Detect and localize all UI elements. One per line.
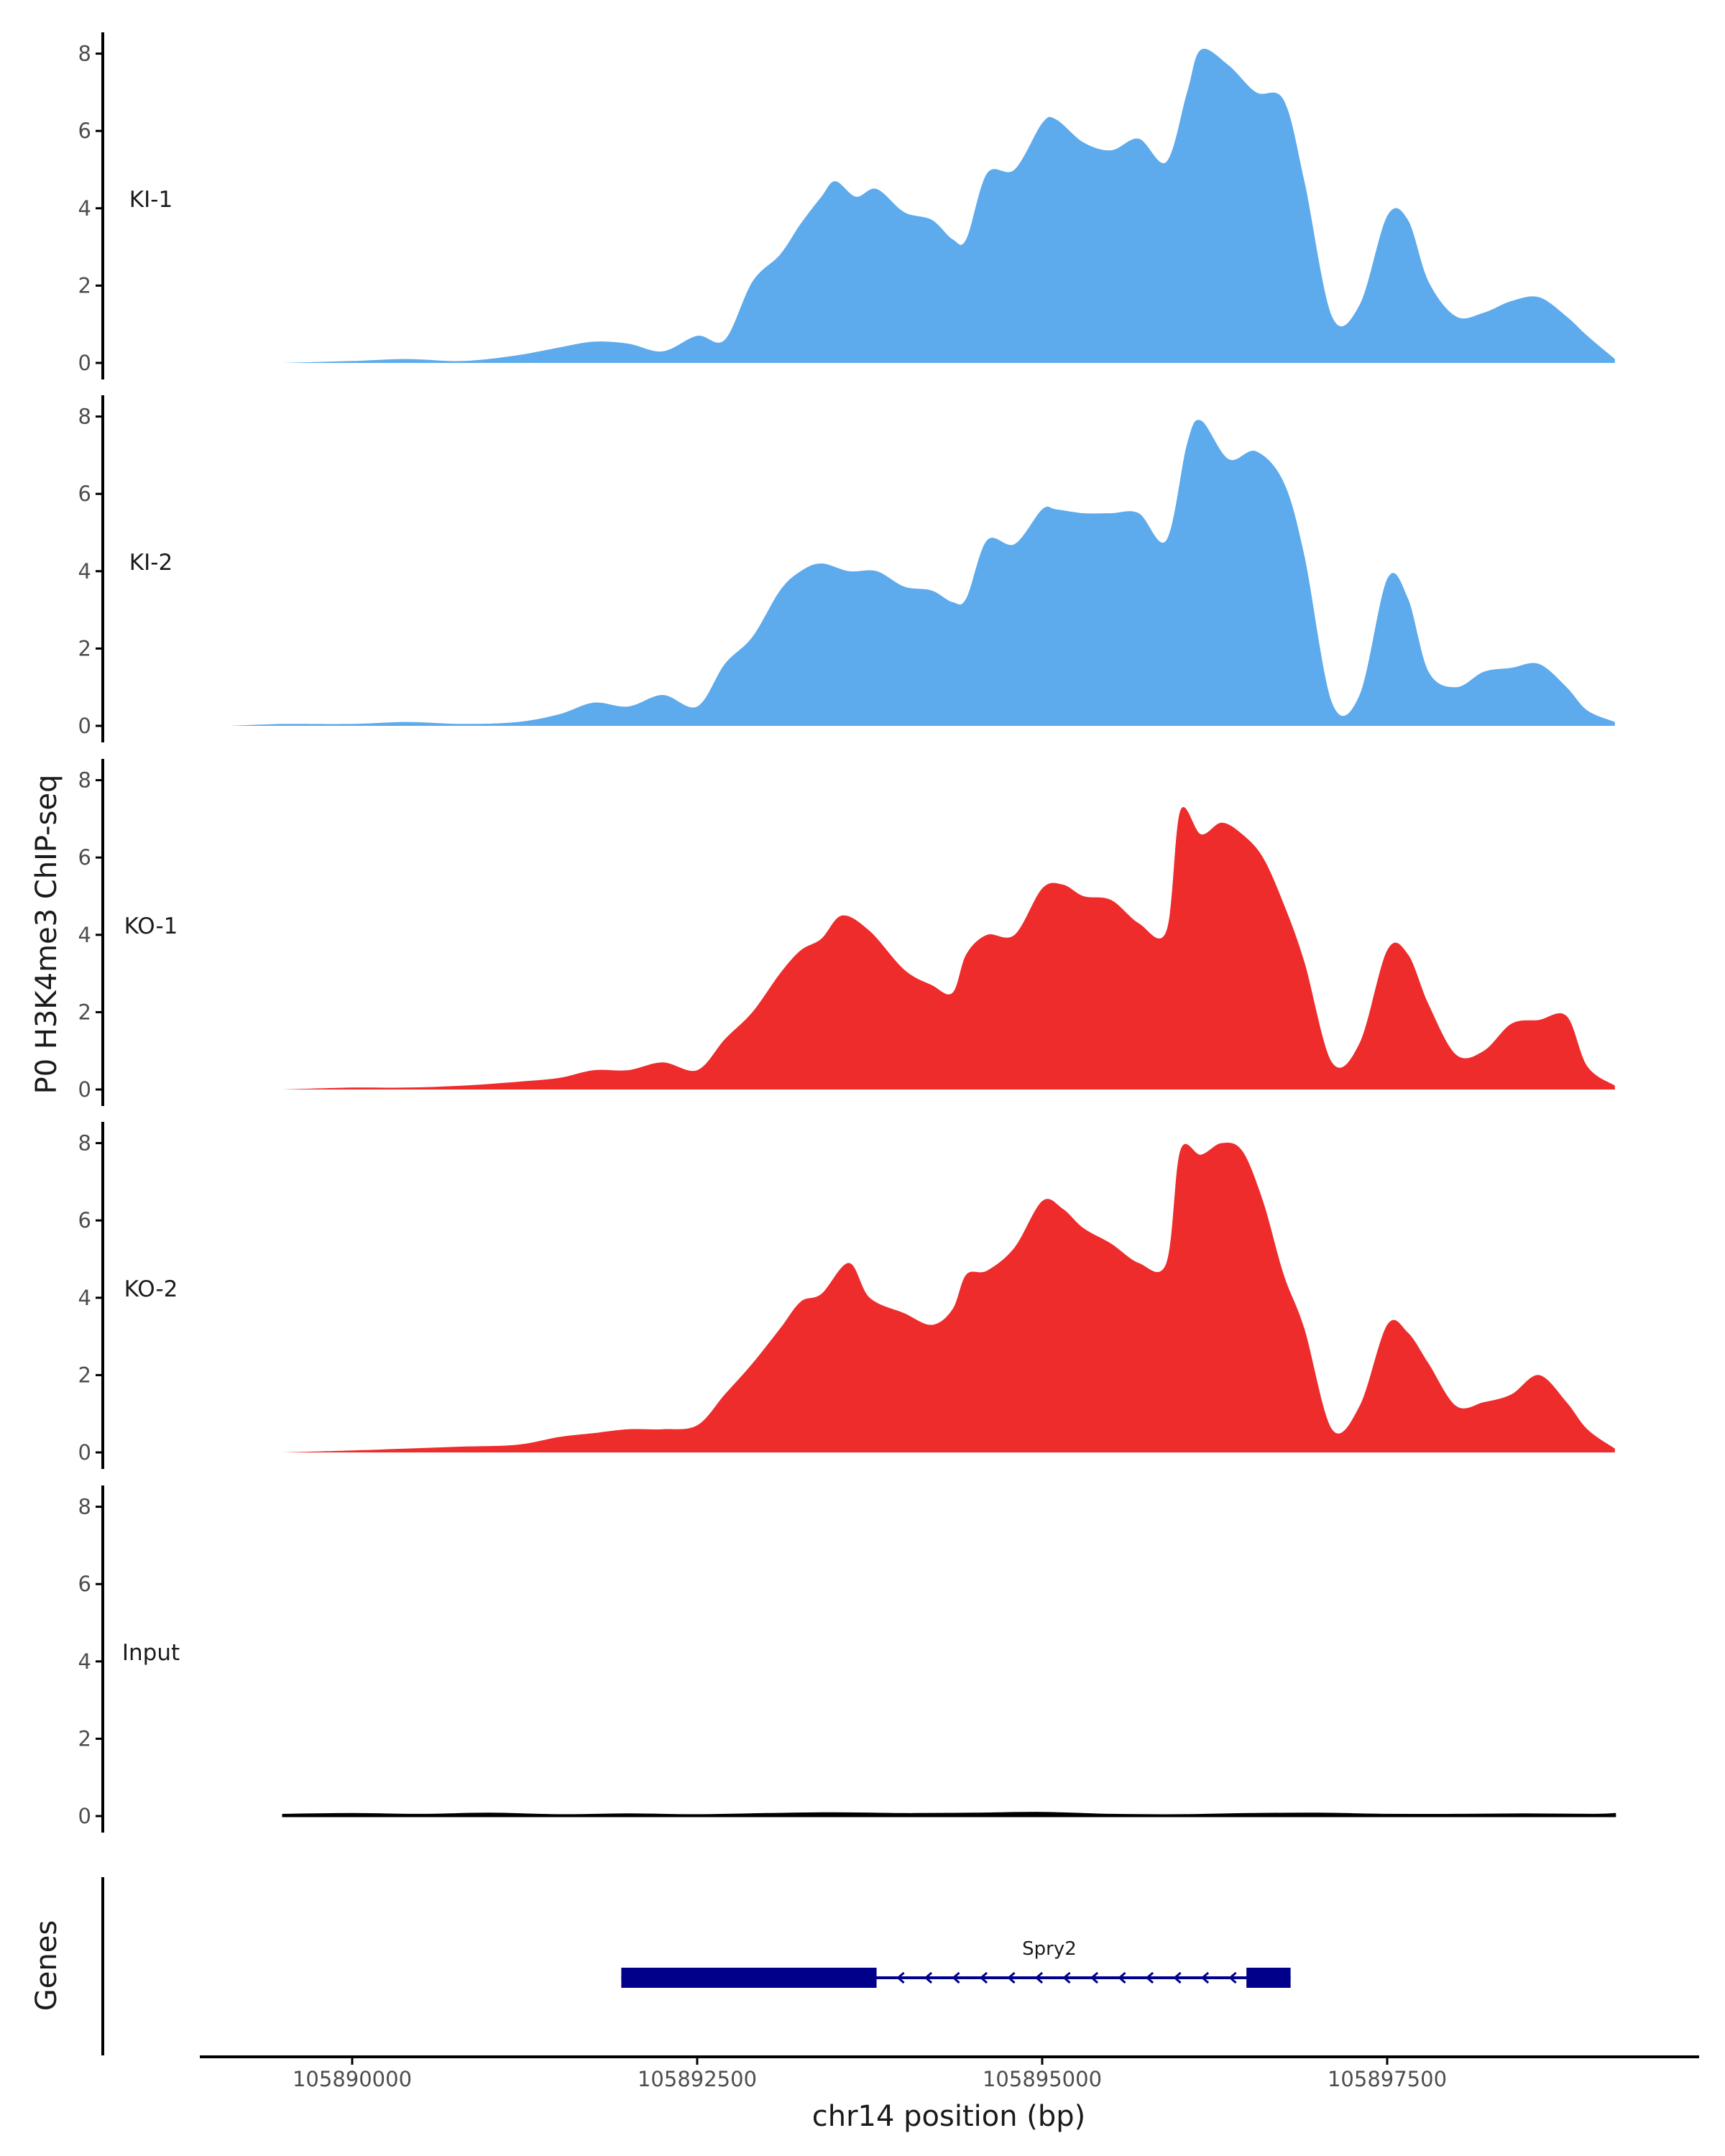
y-tick-label: 0 <box>78 1077 91 1102</box>
y-tick-label: 4 <box>78 1649 91 1674</box>
strand-arrow-icon <box>1200 1971 1210 1984</box>
strand-arrow-icon <box>1062 1971 1071 1984</box>
y-tick-label: 2 <box>78 273 91 298</box>
y-tick-label: 8 <box>78 42 91 66</box>
y-tick-label: 8 <box>78 405 91 429</box>
gene-spry2: Spry2 <box>621 1938 1291 1988</box>
strand-arrow-icon <box>1118 1971 1126 1984</box>
track-ki-2: 0 2 4 6 8 KI-2 <box>78 395 1615 742</box>
y-tick-label: 6 <box>78 1208 91 1233</box>
signal-area-input <box>282 1812 1616 1818</box>
y-tick-label: 6 <box>78 1572 91 1596</box>
x-axis-title: chr14 position (bp) <box>812 2100 1086 2133</box>
y-tick-label: 4 <box>78 1286 91 1310</box>
track-ko-2: 0 2 4 6 8 KO-2 <box>78 1122 1615 1469</box>
track-input: 0 2 4 6 8 Input <box>78 1485 1616 1833</box>
y-tick-label: 2 <box>78 1363 91 1387</box>
y-tick-label: 6 <box>78 845 91 870</box>
genes-axis-title: Genes <box>30 1920 63 2011</box>
y-tick-label: 6 <box>78 119 91 143</box>
strand-arrow-icon <box>924 1971 933 1984</box>
gene-name-label: Spry2 <box>1022 1938 1077 1960</box>
y-tick-label: 4 <box>78 559 91 584</box>
gene-exon-block <box>621 1968 877 1988</box>
signal-area-ki-1 <box>283 48 1615 364</box>
track-label: KI-2 <box>129 550 172 576</box>
y-tick-label: 8 <box>78 768 91 793</box>
signal-area-ko-2 <box>283 1142 1615 1452</box>
y-tick-label: 0 <box>78 1804 91 1828</box>
strand-arrow-icon <box>1173 1971 1182 1984</box>
y-tick-label: 0 <box>78 1440 91 1465</box>
strand-arrow-icon <box>979 1971 988 1984</box>
gene-exon-block <box>1246 1968 1291 1988</box>
x-tick-label: 105890000 <box>293 2067 412 2091</box>
x-tick-label: 105895000 <box>983 2067 1102 2091</box>
y-tick-label: 4 <box>78 923 91 947</box>
tracks-layer: 0 2 4 6 8 KI-1 0 2 4 6 8 KI-2 0 2 4 6 8 KO-1 0 2 4 6 8 KO-2 0 2 4 6… <box>78 32 1616 1833</box>
track-ko-1: 0 2 4 6 8 KO-1 <box>78 759 1615 1106</box>
strand-arrow-icon <box>1034 1971 1044 1984</box>
x-axis: 105890000 105892500 105895000 105897500 <box>200 2055 1699 2091</box>
y-tick-label: 6 <box>78 482 91 506</box>
track-label: KO-2 <box>124 1276 178 1302</box>
y-tick-label: 8 <box>78 1131 91 1156</box>
strand-arrow-icon <box>1007 1971 1016 1984</box>
signal-area-ki-2 <box>228 420 1615 726</box>
y-tick-label: 0 <box>78 351 91 375</box>
y-tick-label: 8 <box>78 1495 91 1519</box>
y-tick-label: 0 <box>78 714 91 738</box>
y-tick-label: 2 <box>78 1000 91 1024</box>
strand-arrow-icon <box>952 1971 960 1984</box>
track-label: Input <box>122 1640 180 1666</box>
x-tick-label: 105897500 <box>1328 2067 1447 2091</box>
y-tick-label: 2 <box>78 636 91 660</box>
strand-arrow-icon <box>1228 1971 1237 1984</box>
track-label: KI-1 <box>129 187 172 213</box>
y-tick-label: 4 <box>78 196 91 221</box>
strand-arrow-icon <box>1145 1971 1154 1984</box>
signal-area-ko-1 <box>283 807 1615 1089</box>
track-ki-1: 0 2 4 6 8 KI-1 <box>78 32 1615 379</box>
strand-arrow-icon <box>1090 1971 1099 1984</box>
y-axis-title: P0 H3K4me3 ChIP-seq <box>30 775 63 1095</box>
strand-arrow-icon <box>896 1971 905 1984</box>
y-tick-label: 2 <box>78 1726 91 1751</box>
x-tick-label: 105892500 <box>638 2067 757 2091</box>
track-label: KO-1 <box>124 913 178 939</box>
